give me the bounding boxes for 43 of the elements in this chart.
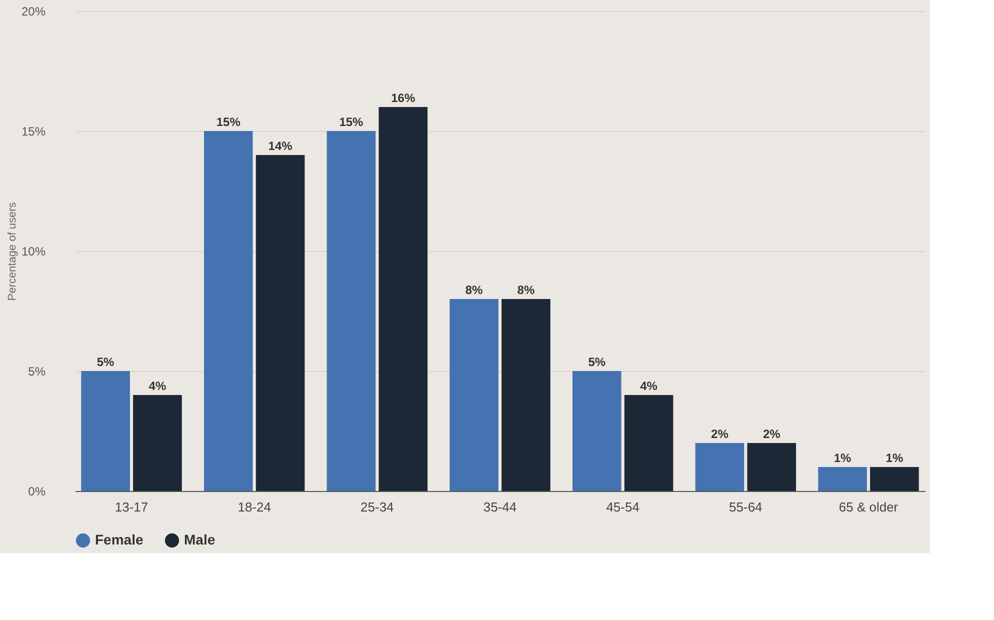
x-tick-label: 25-34: [360, 500, 394, 514]
bar: [326, 131, 376, 491]
bar: [256, 155, 305, 491]
x-tick-label: 65 & older: [838, 500, 899, 514]
data-label: 15%: [216, 115, 241, 129]
bar: [695, 443, 744, 491]
y-tick-label: 10%: [21, 244, 46, 258]
x-tick-label: 18-24: [238, 500, 271, 514]
x-tick-label: 13-17: [114, 500, 148, 514]
data-label: 14%: [268, 139, 293, 153]
data-label: 2%: [711, 427, 729, 441]
y-tick-label: 15%: [21, 124, 46, 138]
bar: [747, 443, 796, 491]
bar: [818, 467, 867, 491]
bar: [81, 371, 130, 491]
bar: [502, 299, 550, 491]
legend-label: Male: [184, 531, 216, 548]
bar: [204, 131, 253, 491]
y-axis-title: Percentage of users: [6, 202, 18, 301]
data-label: 5%: [96, 355, 115, 369]
data-label: 8%: [517, 283, 535, 297]
x-tick-label: 45-54: [606, 500, 640, 514]
legend-label: Female: [95, 531, 144, 548]
data-label: 5%: [588, 355, 606, 369]
data-label: 1%: [834, 451, 852, 465]
y-tick-label: 0%: [28, 484, 46, 498]
bar: [624, 395, 674, 491]
data-label: 4%: [148, 379, 166, 393]
x-tick-label: 55-64: [729, 500, 762, 514]
bar: [870, 467, 919, 491]
x-tick-label: 35-44: [483, 500, 517, 514]
bar: [378, 107, 428, 491]
bar: [450, 299, 498, 491]
data-label: 1%: [886, 451, 904, 465]
data-label: 4%: [640, 379, 658, 393]
data-label: 2%: [762, 427, 781, 441]
bar: [572, 371, 622, 491]
data-label: 16%: [391, 91, 416, 105]
y-tick-label: 20%: [21, 4, 46, 18]
y-tick-label: 5%: [28, 364, 46, 378]
data-label: 8%: [465, 283, 484, 297]
bar: [133, 395, 182, 491]
data-label: 15%: [339, 115, 364, 129]
